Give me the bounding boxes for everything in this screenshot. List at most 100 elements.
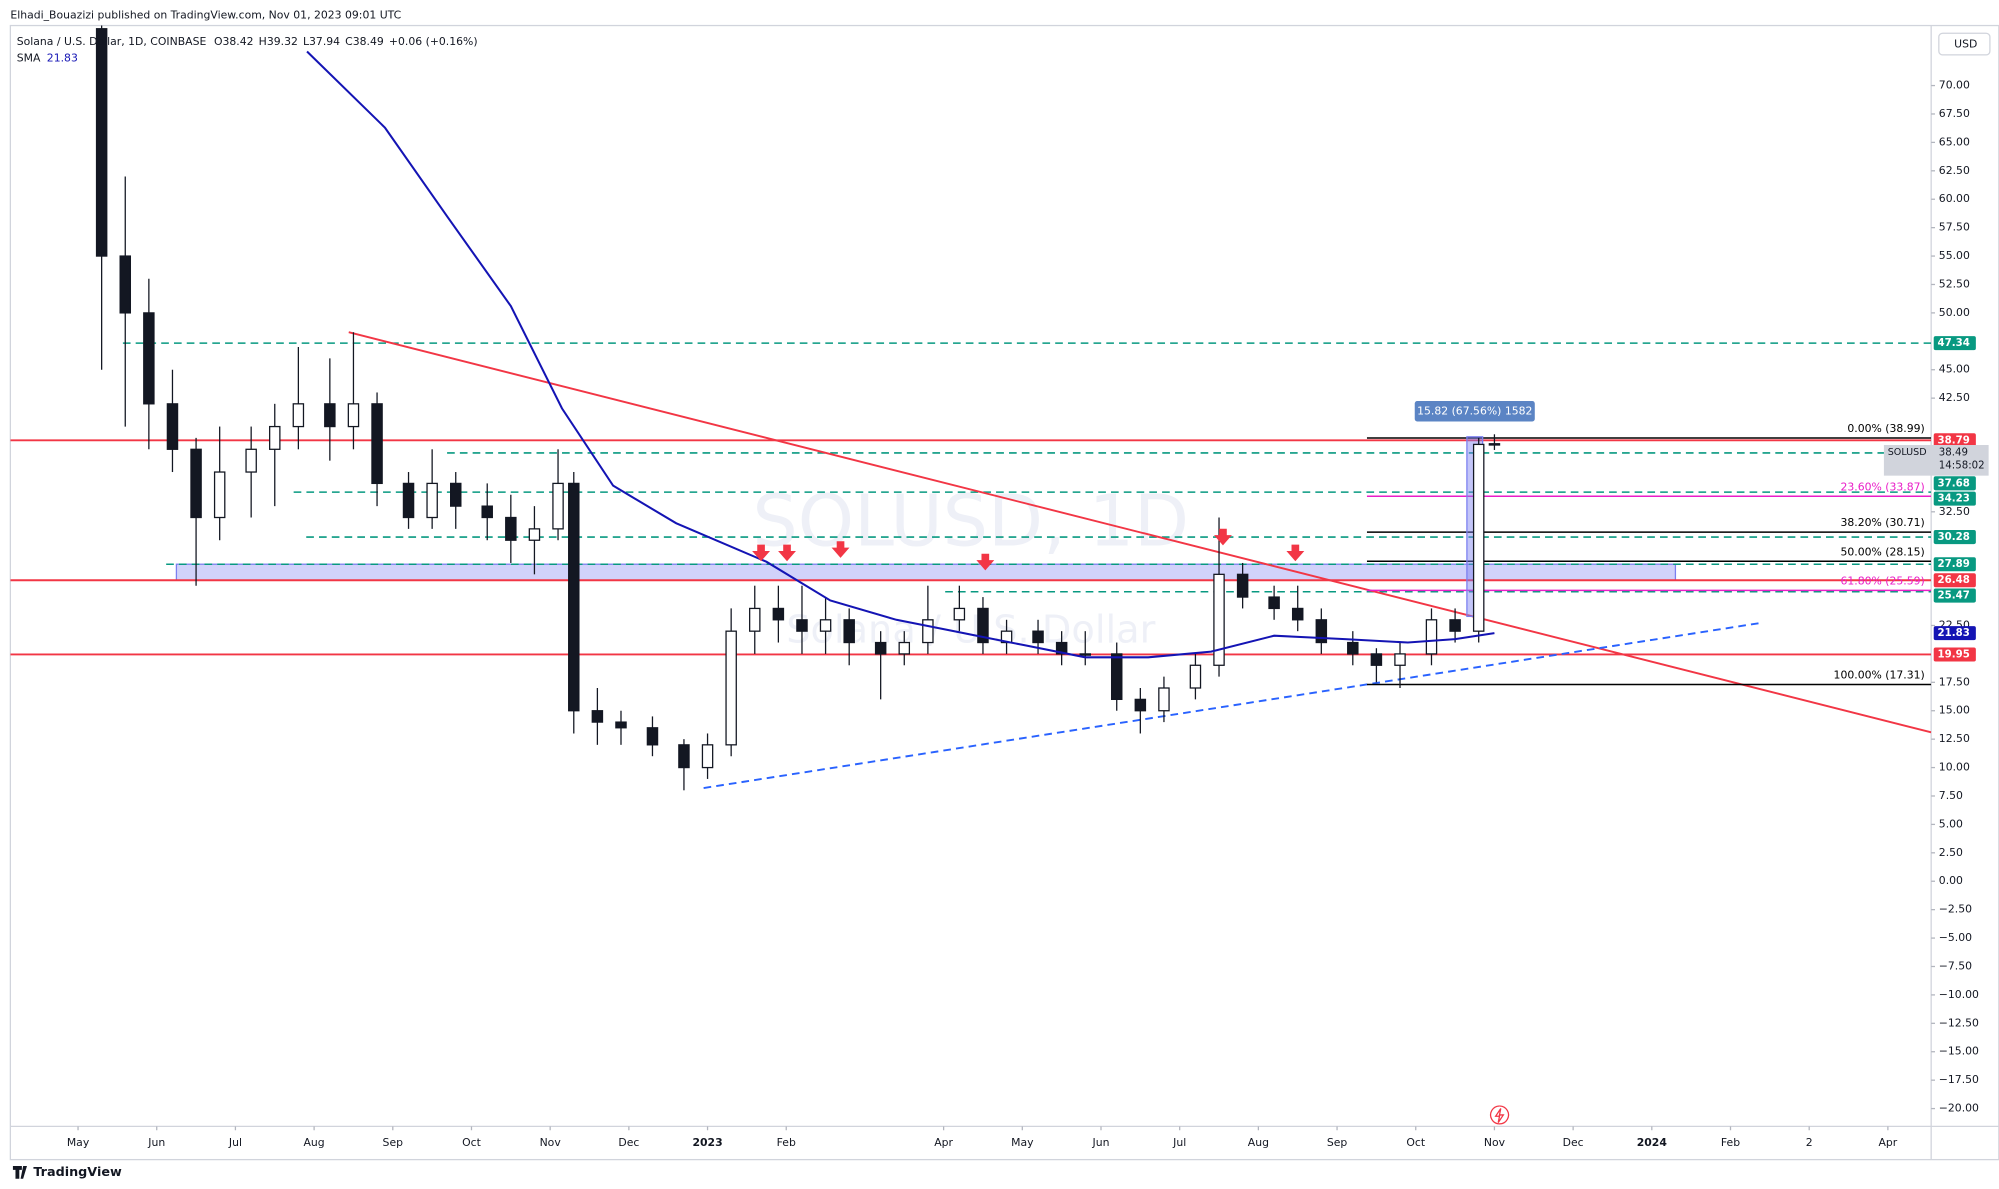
legend-o: O	[214, 35, 223, 48]
x-tick-label: Oct	[1406, 1136, 1425, 1149]
candle-body	[481, 505, 493, 519]
y-tick-label: 50.00	[1939, 306, 1970, 319]
y-tick-label: 2.50	[1939, 846, 1963, 859]
legend-open: 38.42	[223, 35, 254, 48]
candle-body	[701, 744, 714, 769]
x-tick-label: Dec	[1563, 1136, 1584, 1149]
zone	[175, 563, 1677, 581]
price-tag-label: 34.23	[1938, 494, 1970, 505]
x-tick-label: May	[1011, 1136, 1034, 1149]
last-price: 38.49	[1939, 448, 1968, 459]
candle-body	[1394, 653, 1406, 666]
candle-body	[591, 710, 604, 723]
candle-body	[1055, 641, 1068, 655]
x-tick-label: Jul	[228, 1136, 242, 1149]
x-tick-label: Sep	[1327, 1136, 1348, 1149]
candle-body	[292, 403, 305, 428]
candle-body	[95, 28, 108, 257]
arrow	[976, 553, 995, 571]
fib-label: 100.00% (17.31)	[1834, 669, 1925, 682]
fib-label: 61.80% (25.59)	[1840, 574, 1924, 587]
x-tick-label: Nov	[1484, 1136, 1506, 1149]
countdown: 14:58:02	[1939, 460, 1985, 471]
measure-label-box	[1414, 401, 1535, 422]
legend-h: H	[259, 35, 267, 48]
candle-body	[819, 619, 832, 632]
trendline	[348, 331, 1932, 734]
x-tick-label: Nov	[540, 1136, 562, 1149]
x-tick-label: 2024	[1637, 1136, 1668, 1149]
candle-body	[646, 727, 659, 746]
legend-change: +0.06 (+0.16%)	[389, 35, 478, 48]
fib-label: 0.00% (38.99)	[1847, 422, 1924, 435]
candle-body	[1315, 619, 1328, 644]
sma-line	[306, 50, 1495, 659]
brand: TradingView	[33, 1165, 122, 1180]
candle-body	[1236, 573, 1249, 598]
alert-icon[interactable]	[1490, 1105, 1510, 1125]
legend-l: L	[303, 35, 309, 48]
measure-label: 15.82 (67.56%) 1582	[1417, 404, 1532, 417]
candle-body	[143, 312, 155, 405]
y-tick-label: 57.50	[1939, 221, 1970, 234]
price-tag-label: 21.83	[1938, 628, 1970, 639]
candle-body	[426, 482, 438, 519]
x-tick-label: Feb	[777, 1136, 796, 1149]
y-tick-label: −17.50	[1939, 1073, 1979, 1086]
brand-logo	[12, 1166, 27, 1179]
candle-body	[1347, 641, 1359, 655]
candle-body	[166, 403, 179, 450]
legend-symbol: Solana / U.S. Dollar, 1D, COINBASE	[17, 35, 207, 48]
x-tick-label: Jun	[1092, 1136, 1110, 1149]
y-tick-label: 62.50	[1939, 164, 1970, 177]
candle-body	[324, 403, 336, 428]
price-tag-label: 37.68	[1938, 478, 1970, 489]
publisher: Elhadi_Bouazizi published on TradingView…	[10, 8, 401, 21]
price-tag	[1933, 336, 1976, 351]
candle-body	[1370, 653, 1383, 666]
last-symbol: SOLUSD	[1888, 447, 1927, 458]
candle-body	[922, 619, 934, 644]
legend-c: C	[345, 35, 353, 48]
candle-body	[213, 471, 226, 519]
x-tick-label: May	[67, 1136, 90, 1149]
y-tick-label: −15.00	[1939, 1045, 1979, 1058]
candle-body	[371, 403, 383, 485]
price-tag-label: 30.28	[1938, 532, 1970, 543]
currency[interactable]: USD	[1954, 38, 1977, 51]
candle-body	[1268, 596, 1280, 610]
sma-value: 21.83	[47, 52, 78, 65]
candle-body	[725, 630, 737, 746]
candle-body	[749, 607, 761, 632]
y-tick-label: −7.50	[1939, 959, 1972, 972]
legend-low: 37.94	[309, 35, 340, 48]
price-tag-label: 47.34	[1938, 338, 1970, 349]
y-tick-label: 5.00	[1939, 817, 1963, 830]
price-tag-label: 27.89	[1938, 559, 1970, 570]
x-tick-label: Sep	[383, 1136, 404, 1149]
candle-body	[568, 482, 580, 712]
candle-body	[796, 619, 808, 632]
y-tick-label: −5.00	[1939, 931, 1972, 944]
y-tick-label: 67.50	[1939, 107, 1970, 120]
watermark-sub: Solana / U.S. Dollar	[786, 608, 1155, 653]
y-tick-label: 0.00	[1939, 874, 1963, 887]
price-tag	[1933, 588, 1976, 603]
candle-body	[245, 448, 257, 473]
currency-button[interactable]	[1938, 32, 1991, 56]
sma-name: SMA	[17, 52, 41, 65]
arrow	[831, 541, 850, 558]
price-tag	[1933, 530, 1976, 545]
candle-body	[615, 721, 627, 729]
legend-close: 38.49	[353, 35, 384, 48]
price-tag-label: 26.48	[1938, 575, 1970, 586]
fib-label: 23.60% (33.87)	[1840, 480, 1924, 493]
candle-body	[843, 619, 855, 644]
x-tick-label: 2023	[692, 1136, 722, 1149]
candle-body	[874, 641, 887, 655]
candle-body	[190, 448, 202, 519]
y-tick-label: 15.00	[1939, 704, 1970, 717]
